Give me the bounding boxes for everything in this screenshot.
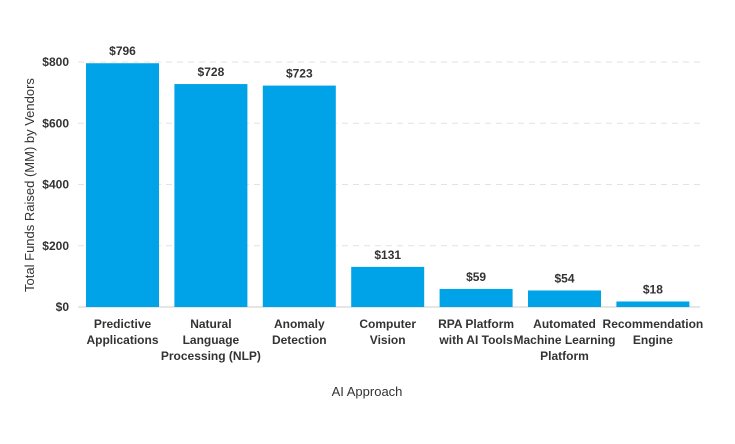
x-tick-label: Processing (NLP) [161, 349, 261, 363]
data-label: $796 [109, 44, 136, 58]
data-label: $728 [198, 65, 225, 79]
x-axis-ticks: Predictive Applications Natural Language Pro… [86, 317, 703, 363]
data-label: $59 [466, 270, 486, 284]
x-tick-label: with AI Tools [438, 333, 513, 347]
x-axis-title: AI Approach [332, 384, 403, 399]
x-tick-label: Anomaly [274, 317, 325, 331]
y-tick-label: $400 [42, 178, 69, 192]
x-tick-label: Machine Learning [513, 333, 615, 347]
x-tick-label: Vision [370, 333, 406, 347]
y-tick-label: $800 [42, 55, 69, 69]
x-tick-label: Predictive [94, 317, 152, 331]
y-tick-label: $600 [42, 116, 69, 130]
bars [86, 63, 690, 307]
x-tick-label: Engine [633, 333, 673, 347]
x-tick-label: Automated [533, 317, 596, 331]
bar [262, 85, 336, 307]
y-tick-label: $200 [42, 239, 69, 253]
data-label: $723 [286, 67, 313, 81]
x-tick-label: Applications [86, 333, 158, 347]
x-tick-label: Detection [272, 333, 327, 347]
y-axis-ticks: $0 $200 $400 $600 $800 [42, 55, 69, 314]
bar [528, 290, 601, 307]
data-labels: $796 $728 $723 $131 $59 $54 $18 [109, 44, 663, 296]
bar [439, 288, 513, 307]
y-axis-title: Total Funds Raised (MM) by Vendors [22, 78, 37, 292]
x-tick-label: Recommendation [603, 317, 704, 331]
data-label: $131 [374, 248, 401, 262]
bar [351, 266, 425, 307]
data-label: $18 [643, 282, 663, 296]
bar [86, 63, 159, 307]
x-tick-label: Natural [190, 317, 231, 331]
bar [174, 84, 248, 307]
x-tick-label: Computer [359, 317, 416, 331]
x-tick-label: Language [183, 333, 240, 347]
x-tick-label: Platform [540, 349, 589, 363]
x-tick-label: RPA Platform [438, 317, 514, 331]
y-tick-label: $0 [56, 300, 70, 314]
bar [616, 301, 690, 307]
data-label: $54 [554, 271, 574, 285]
